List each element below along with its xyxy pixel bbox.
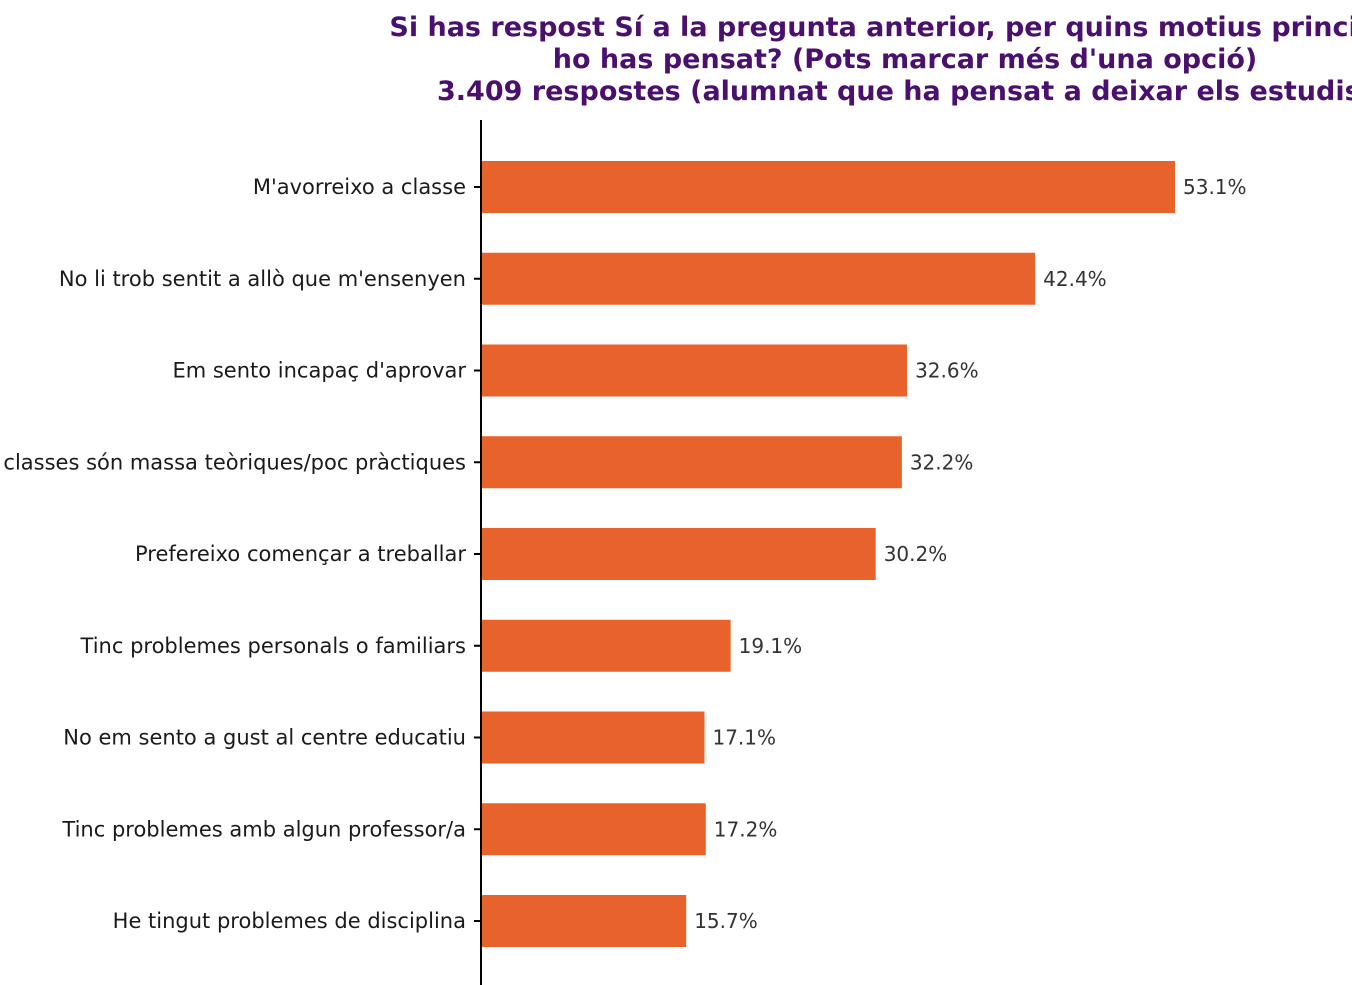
chart-title-line: Si has respost Sí a la pregunta anterior… (389, 12, 1352, 43)
value-labels: 53.1% 42.4% 32.6% 32.2% 30.2% 19.1% 17.1% 17.2%… (694, 175, 1246, 933)
bar (481, 161, 1175, 213)
chart-title: Si has respost Sí a la pregunta anterior… (389, 12, 1352, 107)
category-label: No li trob sentit a allò que m'ensenyen (59, 267, 466, 291)
bar (481, 711, 705, 764)
bar (481, 895, 687, 947)
value-label: 19.1% (739, 634, 803, 658)
value-label: 42.4% (1043, 267, 1107, 291)
category-label: Tinc problemes personals o familiars (80, 634, 466, 658)
category-label: No em sento a gust al centre educatiu (63, 726, 466, 750)
bar (481, 619, 731, 672)
chart-title-line: 3.409 respostes (alumnat que ha pensat a… (437, 76, 1352, 107)
value-label: 17.2% (714, 817, 778, 841)
category-label: M'avorreixo a classe (253, 175, 466, 199)
bar (481, 344, 908, 397)
value-label: 32.6% (915, 359, 979, 383)
value-label: 17.1% (712, 726, 776, 750)
value-label: 30.2% (884, 542, 948, 566)
bar (481, 252, 1036, 305)
bar (481, 803, 706, 856)
category-label: Prefereixo començar a treballar (135, 542, 466, 566)
chart-title-line: ho has pensat? (Pots marcar més d'una op… (553, 44, 1257, 75)
value-label: 53.1% (1183, 175, 1247, 199)
category-labels: M'avorreixo a classe No li trob sentit a … (0, 175, 466, 933)
y-axis-ticks (474, 186, 481, 922)
category-label: Em sento incapaç d'aprovar (172, 359, 466, 383)
bars (481, 161, 1175, 947)
value-label: 32.2% (910, 450, 974, 474)
category-label: Tinc problemes amb algun professor/a (61, 817, 466, 841)
bar (481, 528, 876, 580)
value-label: 15.7% (694, 909, 758, 933)
category-label: Les classes són massa teòriques/poc pràc… (0, 450, 466, 474)
bar (481, 436, 902, 489)
category-label: He tingut problemes de disciplina (113, 909, 466, 933)
